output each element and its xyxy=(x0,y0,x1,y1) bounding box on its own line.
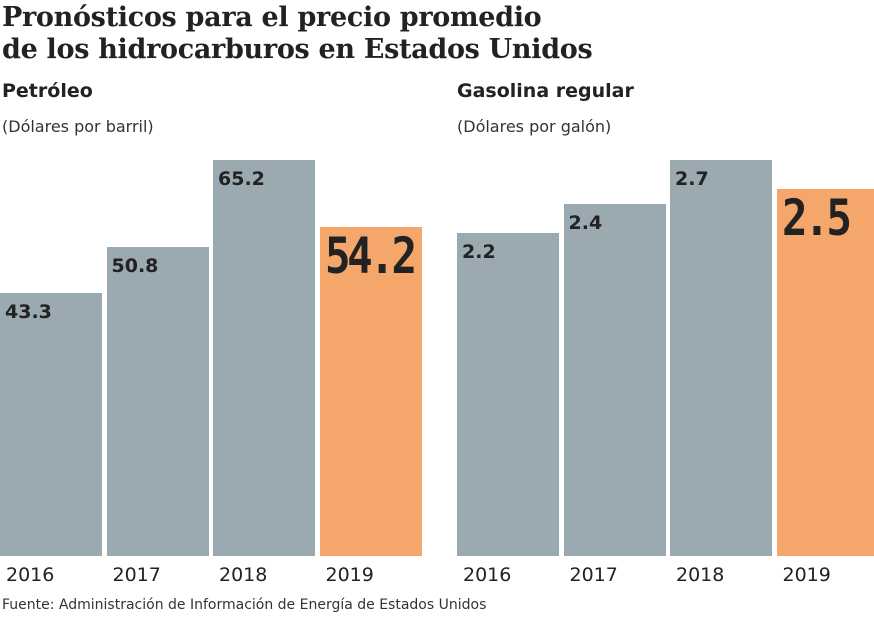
bar-2019 xyxy=(319,226,422,556)
value-label-2018: 65.2 xyxy=(218,168,265,190)
bar-2018 xyxy=(670,160,772,556)
chart-title: Pronósticos para el precio promedio de l… xyxy=(2,2,593,66)
bar-2018 xyxy=(213,160,315,556)
x-tick-2019: 2019 xyxy=(782,564,831,586)
petroleo-title: Petróleo xyxy=(2,80,93,102)
x-tick-2017: 2017 xyxy=(569,564,618,586)
gasolina-chart: 2.2 2016 2.4 2017 2.7 2018 2.5 2019 xyxy=(457,150,874,590)
gasolina-title: Gasolina regular xyxy=(457,80,634,102)
x-tick-2016: 2016 xyxy=(6,564,55,586)
value-label-2019: 2.5 xyxy=(781,189,852,248)
x-tick-2019: 2019 xyxy=(325,564,374,586)
gasolina-unit: (Dólares por galón) xyxy=(457,117,612,136)
value-label-2016: 2.2 xyxy=(462,241,496,264)
title-line-2: de los hidrocarburos en Estados Unidos xyxy=(2,34,593,65)
title-line-1: Pronósticos para el precio promedio xyxy=(2,2,542,33)
bar-2017 xyxy=(563,204,666,556)
bar-2019 xyxy=(776,189,874,556)
value-label-2017: 50.8 xyxy=(111,255,159,278)
petroleo-chart: 43.3 2016 50.8 2017 65.2 2018 54.2 2019 xyxy=(0,150,422,590)
x-tick-2016: 2016 xyxy=(463,564,512,586)
value-label-2016: 43.3 xyxy=(5,301,52,323)
petroleo-unit: (Dólares por barril) xyxy=(2,117,154,136)
value-label-2019: 54.2 xyxy=(324,226,417,285)
bar-2017 xyxy=(106,247,209,556)
bar-2016 xyxy=(457,233,559,556)
x-tick-2018: 2018 xyxy=(219,564,268,586)
source-note: Fuente: Administración de Información de… xyxy=(2,597,487,613)
value-label-2017: 2.4 xyxy=(568,212,603,234)
x-tick-2018: 2018 xyxy=(676,564,725,586)
bar-2016 xyxy=(0,293,102,556)
value-label-2018: 2.7 xyxy=(675,168,709,190)
x-tick-2017: 2017 xyxy=(112,564,161,586)
